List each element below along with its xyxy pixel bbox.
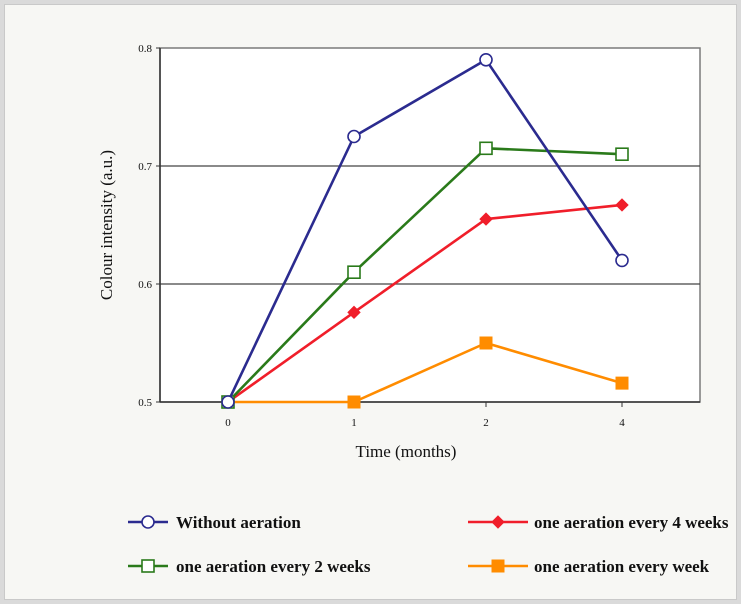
series-line (227, 147, 623, 403)
data-point (615, 376, 629, 390)
legend-label: one aeration every week (534, 557, 710, 576)
series-line (226, 58, 624, 403)
y-tick-label: 0.7 (138, 161, 152, 173)
data-point (347, 265, 361, 280)
x-tick-label: 0 (225, 417, 231, 429)
x-tick-label: 1 (351, 417, 357, 429)
legend-label: one aeration every 4 weeks (534, 513, 729, 532)
legend-marker (491, 559, 505, 573)
y-axis-label: Colour intensity (a.u.) (97, 150, 116, 300)
data-point (479, 212, 493, 226)
legend-item: one aeration every 4 weeks (468, 513, 729, 532)
y-tick-label: 0.5 (138, 397, 152, 409)
data-point (615, 198, 629, 212)
legend-item: Without aeration (128, 513, 301, 532)
data-point (479, 336, 493, 350)
series-line (227, 203, 623, 404)
legend-item: one aeration every week (468, 557, 710, 576)
x-tick-label: 4 (619, 417, 625, 429)
legend-label: one aeration every 2 weeks (176, 557, 371, 576)
data-point (615, 253, 629, 268)
data-point (615, 147, 629, 161)
legend-marker (141, 515, 155, 529)
data-point (347, 129, 361, 144)
legend-marker (141, 559, 155, 573)
y-tick-label: 0.8 (138, 43, 152, 55)
data-point (479, 52, 493, 67)
series-line (228, 341, 623, 404)
legend-label: Without aeration (176, 513, 301, 532)
data-point (347, 395, 361, 409)
x-tick-label: 2 (483, 417, 489, 429)
y-tick-label: 0.6 (138, 279, 152, 291)
legend-item: one aeration every 2 weeks (128, 557, 371, 576)
data-point (479, 141, 493, 156)
series-0 (221, 52, 629, 409)
legend-marker (491, 515, 505, 529)
data-point (221, 395, 235, 409)
x-axis-label: Time (months) (356, 442, 457, 461)
plot-area (159, 47, 701, 403)
data-point (347, 305, 361, 320)
